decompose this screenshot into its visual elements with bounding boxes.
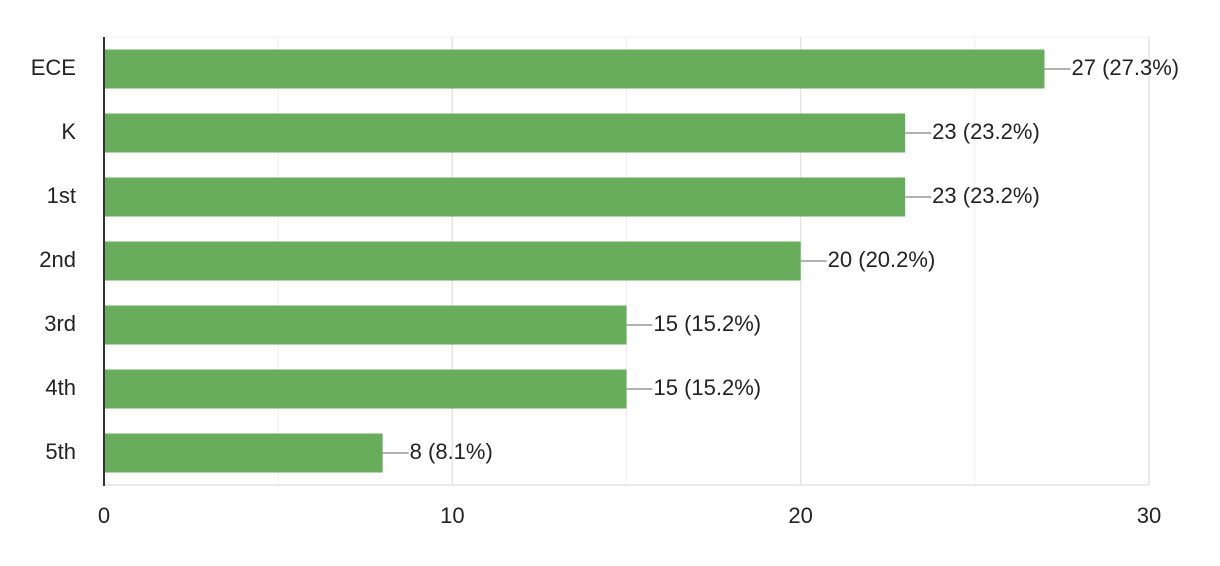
y-tick-label: 1st xyxy=(47,183,76,208)
x-tick-label: 10 xyxy=(440,503,464,528)
value-label: 23 (23.2%) xyxy=(932,119,1040,144)
bar xyxy=(104,433,383,473)
bar xyxy=(104,113,906,153)
x-tick-label: 30 xyxy=(1137,503,1161,528)
value-label: 20 (20.2%) xyxy=(828,247,936,272)
bar xyxy=(104,241,801,281)
value-label: 27 (27.3%) xyxy=(1072,55,1180,80)
value-label: 15 (15.2%) xyxy=(654,375,762,400)
bar xyxy=(104,305,627,345)
y-tick-label: 4th xyxy=(45,375,76,400)
bar xyxy=(104,177,906,217)
x-tick-label: 20 xyxy=(788,503,812,528)
y-tick-label: 5th xyxy=(45,439,76,464)
value-label: 8 (8.1%) xyxy=(410,439,493,464)
y-tick-label: K xyxy=(61,119,76,144)
y-tick-label: ECE xyxy=(31,55,76,80)
bar xyxy=(104,369,627,409)
value-label: 23 (23.2%) xyxy=(932,183,1040,208)
y-tick-label: 3rd xyxy=(44,311,76,336)
bar xyxy=(104,49,1045,89)
value-label: 15 (15.2%) xyxy=(654,311,762,336)
y-tick-label: 2nd xyxy=(39,247,76,272)
x-tick-label: 0 xyxy=(98,503,110,528)
